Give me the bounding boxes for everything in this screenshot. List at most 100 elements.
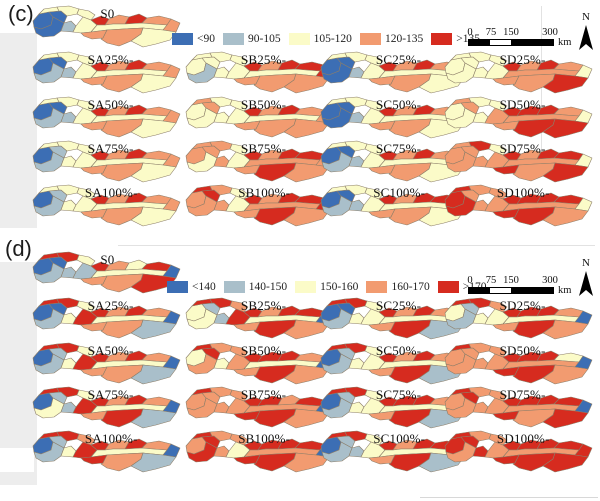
legend-color-chip [223, 33, 244, 45]
legend-item: 120-135 [359, 33, 423, 45]
scenario-label: SC50%- [375, 343, 422, 358]
scenario-label: SA75%- [87, 141, 134, 156]
scenario-map: SA75%- [30, 386, 182, 442]
basin-map-icon [32, 386, 181, 429]
legend-item: 140-150 [223, 281, 288, 293]
scenario-label: SC100%- [373, 185, 426, 200]
scenario-label: SC75%- [375, 141, 422, 156]
scale-bar-ticks: 0 75 150 300 [467, 275, 558, 287]
scale-bar: 0 75 150 300 km [467, 275, 580, 296]
scenario-label: SA25%- [87, 298, 134, 313]
scale-tick: 300 [542, 275, 558, 286]
basin-map-icon [32, 430, 181, 473]
panel-d-maps: S0 SA25%- [0, 246, 600, 501]
right-edge-line [541, 6, 542, 171]
scenario-map: SA25%- [30, 51, 182, 107]
scenario-label: SD25%- [499, 52, 546, 67]
panel-c-legend: <90 90-105 105-120 120-135 >135 [172, 33, 480, 45]
legend-label: 140-150 [248, 281, 288, 293]
scenario-label: SD75%- [499, 141, 546, 156]
basin-map-icon [185, 386, 334, 429]
legend-item: 150-160 [295, 281, 358, 293]
scenario-map: SD100%- [442, 184, 594, 240]
basin-map-icon [185, 184, 334, 227]
page-edge-strip-c [0, 33, 37, 228]
scenario-label: SB50%- [240, 97, 287, 112]
panel-divider-line [118, 245, 595, 246]
scenario-label: SB75%- [240, 141, 287, 156]
panel-c: S0 SA25%- [0, 0, 600, 246]
scenario-map: SA50%- [30, 342, 182, 398]
legend-color-chip [437, 281, 459, 293]
scenario-map: SB100%- [183, 184, 335, 240]
basin-map-icon [444, 386, 593, 429]
north-arrow-icon [579, 271, 593, 296]
scenario-label: SA25%- [87, 52, 134, 67]
scenario-label: SA100%- [84, 185, 138, 200]
basin-map-icon [320, 140, 469, 183]
scenario-label: SA100%- [84, 431, 138, 446]
scenario-map: SB100%- [183, 430, 335, 486]
scenario-label: SC75%- [375, 387, 422, 402]
scale-tick: 0 [467, 27, 473, 38]
basin-map-icon [32, 297, 181, 340]
basin-map-icon [444, 342, 593, 385]
scale-bar-segments [468, 287, 554, 294]
basin-map-icon [32, 51, 181, 94]
legend-label: <90 [197, 33, 215, 45]
scenario-map: SD75%- [442, 140, 594, 196]
scenario-label: SD50%- [499, 97, 546, 112]
basin-map-icon [444, 51, 593, 94]
scenario-label: SD100%- [496, 431, 550, 446]
scenario-map: SC75%- [318, 140, 470, 196]
scenario-map: SD75%- [442, 386, 594, 442]
basin-map-icon [185, 342, 334, 385]
scenario-map: SB50%- [183, 96, 335, 152]
scenario-map: SC25%- [318, 51, 470, 107]
legend-color-chip [223, 281, 245, 293]
legend-color-chip [366, 281, 388, 293]
scenario-map: SB50%- [183, 342, 335, 398]
legend-item: <140 [167, 281, 216, 293]
panel-d-legend: <140 140-150 150-160 160-170 >170 [167, 281, 487, 293]
scenario-label: SB75%- [240, 387, 287, 402]
legend-color-chip [295, 281, 317, 293]
scenario-map: SD50%- [442, 342, 594, 398]
scenario-label: SC50%- [375, 97, 422, 112]
scale-unit: km [558, 37, 572, 48]
scenario-label: SC25%- [375, 298, 422, 313]
scale-tick: 300 [542, 27, 558, 38]
scenario-map: SB75%- [183, 386, 335, 442]
legend-label: 160-170 [391, 281, 430, 293]
basin-map-icon [185, 140, 334, 183]
scenario-label: SD100%- [496, 185, 550, 200]
north-arrow: N [577, 258, 595, 297]
scale-tick: 150 [503, 27, 519, 38]
scenario-label: SB25%- [240, 298, 287, 313]
legend-item: 160-170 [366, 281, 430, 293]
legend-color-chip [172, 33, 193, 45]
legend-label: 90-105 [248, 33, 281, 45]
scale-tick: 0 [467, 275, 473, 286]
page-edge-notch [0, 448, 34, 472]
basin-map-icon [32, 5, 181, 48]
legend-color-chip [359, 33, 381, 45]
scenario-label: SB25%- [240, 52, 287, 67]
scale-tick: 75 [485, 275, 497, 286]
legend-label: 150-160 [320, 281, 359, 293]
scenario-label: SC25%- [375, 52, 422, 67]
scenario-map: SA100%- [30, 184, 182, 240]
scenario-label: S0 [100, 6, 115, 21]
panel-c-letter: (c) [8, 1, 34, 26]
legend-item: <90 [172, 33, 215, 45]
legend-color-chip [167, 281, 188, 293]
north-arrow: N [577, 12, 595, 51]
basin-map-icon [32, 140, 181, 183]
panel-d: S0 SA25%- [0, 246, 600, 501]
north-arrow-icon [579, 25, 593, 50]
panel-d-letter: (d) [5, 236, 32, 261]
basin-map-icon [320, 51, 469, 94]
scale-bar-ticks: 0 75 150 300 [467, 27, 558, 39]
scenario-label: SA50%- [87, 343, 134, 358]
north-label: N [582, 11, 590, 23]
